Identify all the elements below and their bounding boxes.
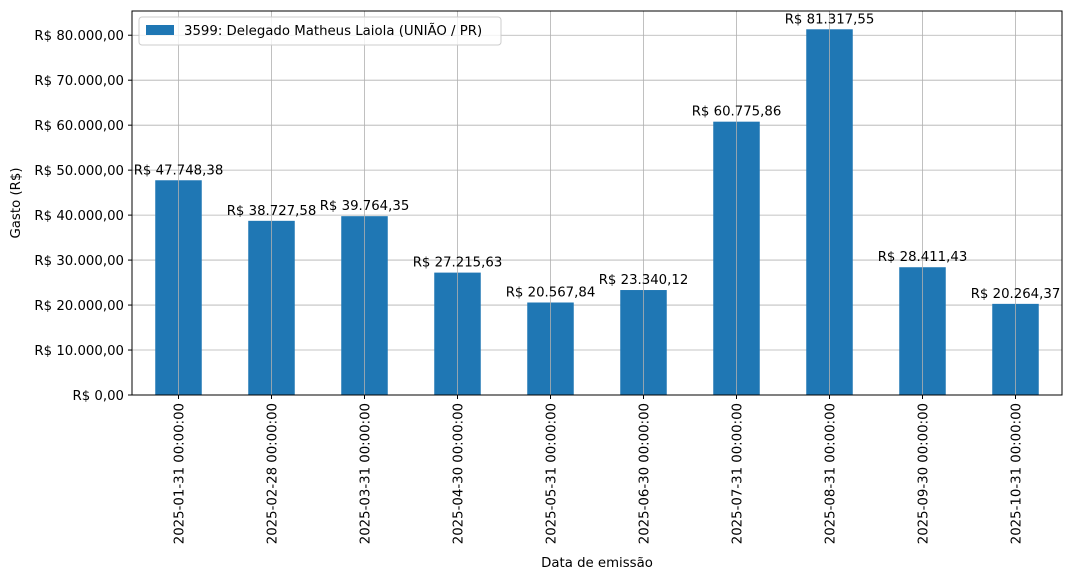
legend-box	[138, 16, 502, 46]
bar-value-label: R$ 28.411,43	[878, 250, 968, 265]
legend-label: 3599: Delegado Matheus Laiola (UNIÃO / P…	[184, 22, 482, 39]
x-tick-label: 2025-05-31 00:00:00	[545, 403, 560, 544]
legend-swatch	[146, 25, 174, 35]
y-tick-label: R$ 70.000,00	[34, 74, 124, 89]
y-tick-label: R$ 80.000,00	[34, 29, 124, 44]
y-tick-label: R$ 60.000,00	[34, 119, 124, 134]
y-tick-label: R$ 30.000,00	[34, 254, 124, 269]
x-tick-label: 2025-06-30 00:00:00	[638, 403, 653, 544]
x-tick-label: 2025-02-28 00:00:00	[266, 403, 281, 544]
bar-value-label: R$ 47.748,38	[134, 163, 224, 178]
x-tick-label: 2025-07-31 00:00:00	[731, 403, 746, 544]
bar-value-label: R$ 20.567,84	[506, 286, 596, 301]
x-axis-title: Data de emissão	[541, 556, 653, 571]
bar-value-label: R$ 38.727,58	[227, 204, 317, 219]
y-tick-label: R$ 10.000,00	[34, 344, 124, 359]
y-tick-label: R$ 40.000,00	[34, 209, 124, 224]
data-labels: R$ 47.748,38 R$ 38.727,58 R$ 39.764,35 R$ 2…	[134, 12, 1061, 302]
bar-value-label: R$ 20.264,37	[971, 287, 1061, 302]
x-tick-label: 2025-09-30 00:00:00	[917, 403, 932, 544]
x-axis-ticks: 2025-01-31 00:00:00 2025-02-28 00:00:00 20…	[173, 395, 1025, 544]
y-axis-title: Gasto (R$)	[9, 167, 24, 238]
bar-value-label: R$ 39.764,35	[320, 199, 410, 214]
plot-frame	[131, 10, 1063, 396]
x-tick-label: 2025-01-31 00:00:00	[173, 403, 188, 544]
y-axis-ticks: R$ 0,00 R$ 10.000,00 R$ 20.000,00 R$ 30.000…	[34, 29, 132, 404]
y-tick-label: R$ 50.000,00	[34, 164, 124, 179]
x-tick-label: 2025-04-30 00:00:00	[452, 403, 467, 544]
x-tick-label: 2025-10-31 00:00:00	[1010, 403, 1025, 544]
bar-value-label: R$ 81.317,55	[785, 12, 875, 27]
legend: 3599: Delegado Matheus Laiola (UNIÃO / P…	[138, 16, 502, 46]
bar-value-label: R$ 60.775,86	[692, 105, 782, 120]
x-tick-label: 2025-03-31 00:00:00	[359, 403, 374, 544]
bar-value-label: R$ 27.215,63	[413, 256, 503, 271]
vertical-grid-lines	[178, 11, 1016, 395]
bar-value-label: R$ 23.340,12	[599, 273, 689, 288]
x-tick-label: 2025-08-31 00:00:00	[824, 403, 839, 544]
y-tick-label: R$ 20.000,00	[34, 299, 124, 314]
y-tick-label: R$ 0,00	[72, 389, 124, 404]
